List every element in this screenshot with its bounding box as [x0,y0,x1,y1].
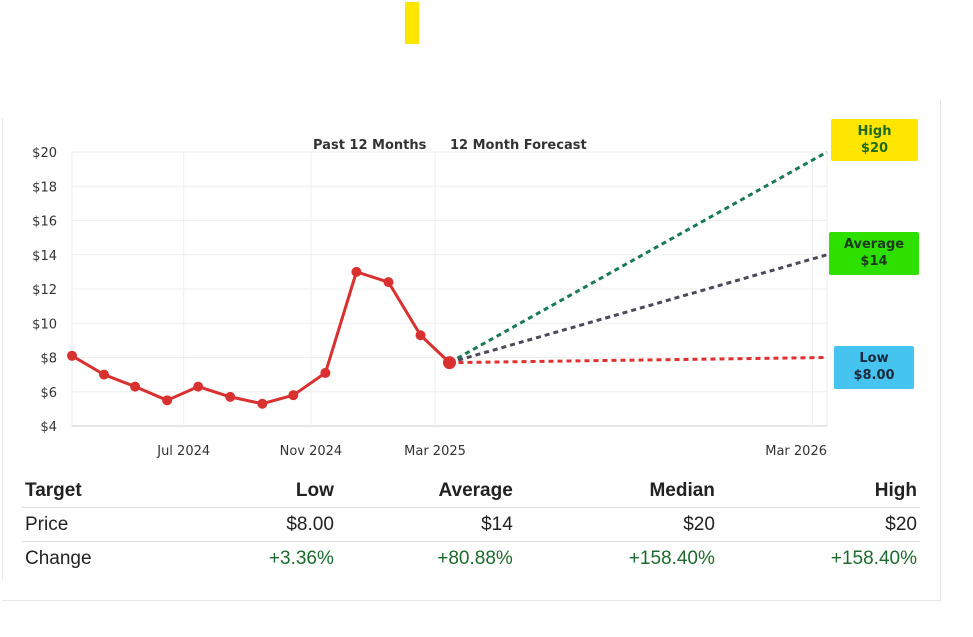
history-point [257,398,268,409]
price-target-table: Target Low Average Median High Price $8.… [22,474,920,575]
table-row: Change +3.36% +80.88% +158.40% +158.40% [22,542,920,576]
change-median: +158.40% [628,548,715,569]
x-tick-label: Nov 2024 [280,444,343,459]
y-tick-label: $6 [40,386,57,401]
history-point [225,391,236,402]
y-tick-label: $14 [32,249,57,264]
history-point [351,266,362,277]
legend: Past 12 Months 12 Month Forecast [313,138,587,153]
label-value: $14 [860,254,887,269]
y-tick-label: $8 [40,352,57,367]
label-box [831,119,918,161]
x-tick-label: Jul 2024 [156,444,210,459]
header-target: Target [22,474,182,508]
history-line [71,270,451,406]
price-average: $14 [336,507,516,542]
y-tick-label: $10 [32,317,57,332]
x-tick-label: Mar 2025 [404,444,466,459]
history-point [383,277,394,288]
legend-forecast[interactable]: 12 Month Forecast [450,138,587,153]
x-axis: Jul 2024 Nov 2024 Mar 2025 Mar 2026 [156,444,827,459]
y-tick-label: $18 [32,180,57,195]
card-border [2,118,3,580]
forecast-label-low: Low $8.00 [834,346,914,389]
legend-past[interactable]: Past 12 Months [313,138,427,153]
row-label: Change [25,548,92,569]
label-name: Low [859,351,888,366]
history-point [415,330,426,341]
row-label: Price [22,507,182,542]
header-average: Average [336,474,516,508]
header-low: Low [181,474,337,508]
price-low: $8.00 [181,507,337,542]
header-median: Median [515,474,718,508]
history-point [99,369,110,380]
label-box [834,346,914,389]
y-tick-label: $4 [40,420,57,435]
label-value: $20 [861,141,888,156]
forecast-label-high: High $20 [831,119,918,161]
history-series [67,266,456,409]
forecast-line-high [448,150,828,364]
label-name: High [858,124,892,139]
price-median: $20 [515,507,718,542]
label-name: Average [844,237,904,252]
label-box [829,232,919,275]
y-tick-label: $12 [32,283,57,298]
table-row: Price $8.00 $14 $20 $20 [22,507,920,542]
price-forecast-chart: $20 $18 $16 $14 $12 $10 $8 $6 $4 Jul 2024 Nov 202… [32,119,919,459]
history-point [67,350,77,361]
highlight-marker [405,2,419,44]
y-axis: $20 $18 $16 $14 $12 $10 $8 $6 $4 [32,146,57,435]
forecast-lines [448,150,828,365]
y-tick-label: $20 [32,146,57,161]
history-point [162,395,173,406]
forecast-label-average: Average $14 [829,232,919,275]
history-point [193,381,204,392]
change-average: +80.88% [437,548,513,569]
header-high: High [717,474,920,508]
forecast-line-low [449,356,828,365]
change-low: +3.36% [268,548,334,569]
label-value: $8.00 [853,368,894,383]
forecast-card [2,100,941,601]
history-point [320,367,331,378]
table-header-row: Target Low Average Median High [22,474,920,508]
history-point [288,390,299,401]
y-tick-label: $16 [32,215,57,230]
grid [71,151,828,427]
change-high: +158.40% [830,548,917,569]
price-high: $20 [717,507,920,542]
forecast-labels: High $20 Average $14 Low $8.00 [829,119,919,389]
history-point [130,381,141,392]
forecast-line-average [449,253,828,365]
history-point [443,356,456,370]
x-tick-label: Mar 2026 [765,444,827,459]
